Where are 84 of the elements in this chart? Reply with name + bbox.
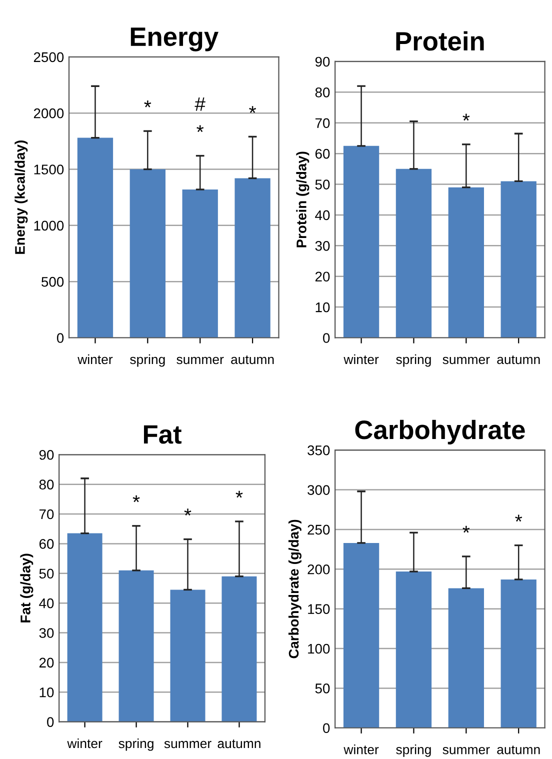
chart-title: Fat [144,425,182,444]
annotation: * [236,490,243,498]
chart-title: Carbohydrate [355,420,525,444]
x-tick-label: winter [67,738,102,748]
x-tick-label: spring [118,738,154,751]
annotation: * [144,100,152,108]
annotation: * [515,514,522,522]
y-tick-label: 90 [39,450,54,460]
bar [343,146,380,338]
annotation: * [132,495,140,502]
bar [234,178,270,338]
y-axis-title: Carbohydrate (g/day) [288,520,302,658]
y-tick-label: 20 [39,658,54,668]
y-tick-label: 50 [315,684,330,694]
y-tick-label: 30 [39,628,54,638]
bar [182,189,218,338]
x-tick-label: summer [176,356,224,364]
y-tick-label: 70 [315,118,330,128]
annotation: * [249,106,256,113]
annotation: * [462,526,470,533]
bar [343,542,380,728]
bar [396,572,432,728]
x-tick-label: spring [130,354,165,367]
bar [67,533,102,722]
y-tick-label: 500 [42,276,64,287]
annotation: # [194,98,206,111]
bar [222,576,257,722]
bar [448,187,484,338]
chart-title: Energy [130,28,218,52]
bar [500,181,536,338]
y-tick-label: 30 [315,240,330,251]
x-tick-label: winter [78,354,113,364]
y-tick-label: 80 [39,480,54,490]
x-tick-label: winter [344,744,379,754]
y-tick-label: 200 [308,564,330,574]
chart-title: Protein [396,31,484,51]
y-tick-label: 1000 [34,220,64,231]
y-tick-label: 50 [39,568,54,579]
x-tick-label: autumn [497,746,540,754]
bar [170,590,206,722]
y-tick-label: 10 [316,302,330,312]
x-tick-label: autumn [231,355,274,364]
x-tick-label: winter [344,354,379,364]
annotation: * [196,125,204,132]
y-tick-label: 100 [308,644,330,654]
x-tick-label: spring [396,354,431,367]
y-tick-label: 1500 [34,164,64,174]
x-tick-label: summer [442,747,490,754]
bar [118,570,154,722]
y-tick-label: 0 [323,723,330,734]
y-tick-label: 10 [40,687,54,698]
y-tick-label: 0 [56,333,64,343]
x-tick-label: summer [164,740,212,748]
annotation: * [462,114,470,121]
y-tick-label: 300 [308,485,330,495]
y-axis-title: Energy (kcal/day) [14,140,28,254]
y-tick-label: 40 [39,598,54,608]
y-tick-label: 0 [47,717,54,727]
bar [448,588,484,728]
annotation: * [184,508,192,516]
y-tick-label: 2500 [34,52,64,62]
y-axis-title: Fat (g/day) [20,554,34,622]
y-tick-label: 250 [308,524,330,535]
bar [500,579,536,728]
x-tick-label: summer [442,356,490,364]
y-tick-label: 150 [308,604,330,614]
y-axis-title: Protein (g/day) [296,152,310,248]
bar [130,169,166,338]
y-tick-label: 20 [315,272,330,282]
x-tick-label: autumn [218,740,260,748]
y-tick-label: 350 [308,445,330,456]
y-tick-label: 60 [39,539,54,549]
bar [77,138,114,338]
bar [396,168,432,338]
y-tick-label: 60 [315,148,330,159]
y-tick-label: 70 [39,509,54,520]
y-tick-label: 40 [315,210,330,220]
x-tick-label: autumn [497,355,540,364]
y-tick-label: 2000 [34,108,64,118]
y-tick-label: 50 [315,180,330,190]
x-tick-label: spring [396,744,431,757]
y-tick-label: 90 [315,56,330,67]
y-tick-label: 80 [315,88,330,98]
y-tick-label: 0 [323,333,330,343]
